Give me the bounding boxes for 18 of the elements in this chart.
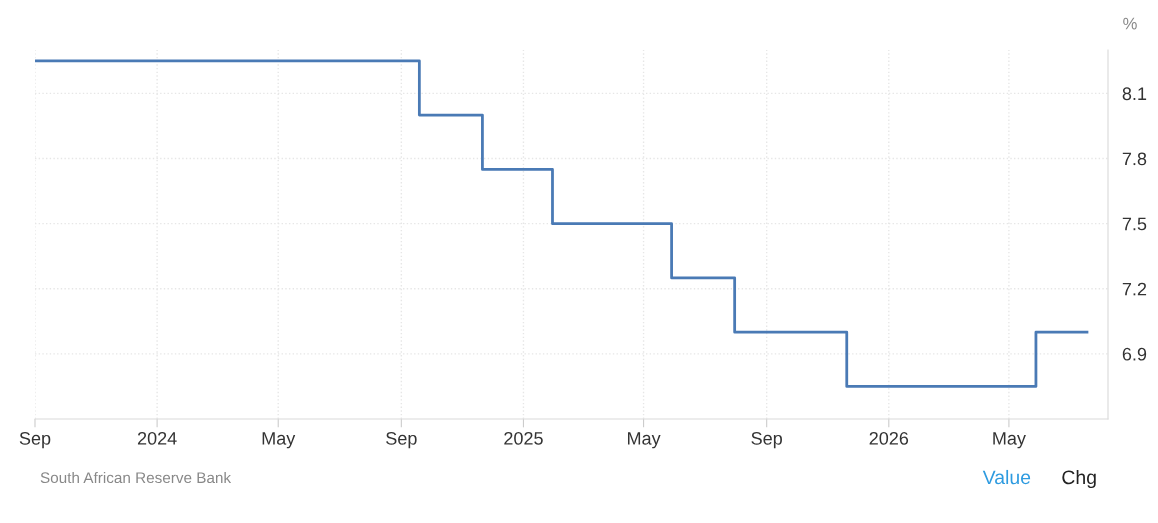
x-tick-label: Sep <box>19 431 51 449</box>
y-tick-label: 6.9 <box>1122 347 1147 361</box>
x-tick-label: May <box>993 432 1026 449</box>
y-axis-title: % <box>1123 17 1137 30</box>
x-tick-label: May <box>627 432 661 449</box>
y-tick-label: 7.5 <box>1122 217 1147 231</box>
text: South African Reserve Bank <box>40 471 232 484</box>
x-tick-label: 2024 <box>137 431 177 445</box>
y-tick-label: 7.8 <box>1122 152 1147 166</box>
y-tick-label: 8.1 <box>1122 87 1147 101</box>
x-tick-label: Sep <box>751 431 782 449</box>
text: Value <box>982 469 1031 485</box>
x-tick-label: May <box>262 432 296 449</box>
x-tick-label: Sep <box>386 431 417 449</box>
x-tick-label: 2026 <box>869 431 909 445</box>
y-tick-label: 7.2 <box>1122 282 1147 296</box>
x-tick-label: 2025 <box>504 431 543 445</box>
text: Chg <box>1062 469 1096 489</box>
